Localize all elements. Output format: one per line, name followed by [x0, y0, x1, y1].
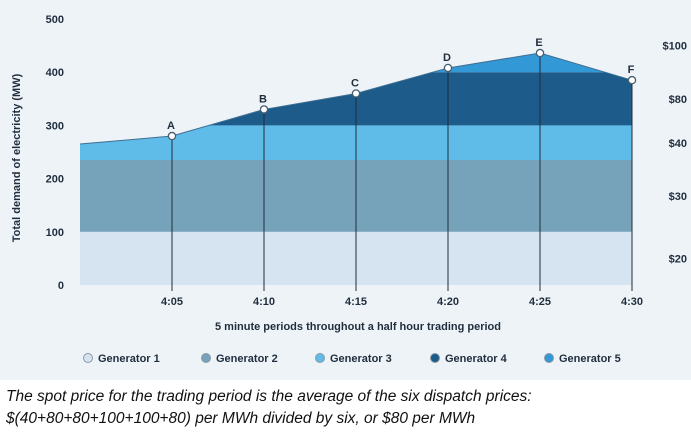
x-tick-405: 4:05 — [161, 296, 183, 308]
dispatch-point-c — [351, 89, 361, 98]
x-tick-425: 4:25 — [529, 296, 551, 308]
dispatch-point-label-e: E — [535, 37, 542, 49]
legend-marker-generator-3 — [315, 353, 325, 363]
x-axis: 4:05 4:10 4:15 4:20 4:25 4:30 — [161, 296, 643, 308]
legend: Generator 1 Generator 2 Generator 3 Generat… — [83, 353, 621, 365]
chart-svg: A B C D E F 0 100 200 300 400 500 4:05 4:10 4:15 4:20… — [11, 14, 687, 365]
dispatch-point-label-a: A — [167, 120, 175, 132]
y-tick-300: 300 — [46, 120, 64, 132]
legend-label-generator-2: Generator 2 — [216, 353, 278, 365]
x-axis-title: 5 minute periods throughout a half hour … — [215, 321, 501, 333]
price-tick-30: $30 — [669, 191, 687, 203]
dispatch-point-f — [627, 75, 637, 85]
legend-label-generator-4: Generator 4 — [445, 353, 508, 365]
caption: The spot price for the trading period is… — [0, 380, 691, 436]
price-tick-20: $20 — [669, 253, 687, 265]
dispatch-point-label-d: D — [443, 52, 451, 64]
band-generator-5 — [80, 53, 632, 73]
y-axis: 0 100 200 300 400 500 — [46, 14, 64, 292]
y-tick-500: 500 — [46, 14, 64, 26]
legend-label-generator-5: Generator 5 — [559, 353, 621, 365]
y-tick-100: 100 — [46, 227, 64, 239]
legend-marker-generator-4 — [430, 353, 440, 363]
dispatch-point-d — [443, 63, 453, 73]
legend-marker-generator-5 — [544, 353, 554, 363]
caption-line-2: $(40+80+80+100+100+80) per MWh divided b… — [6, 410, 476, 427]
y-axis-title: Total demand of electricity (MW) — [11, 73, 23, 242]
dispatch-point-label-b: B — [259, 93, 267, 105]
y-tick-200: 200 — [46, 174, 64, 186]
dispatch-point-b — [259, 105, 269, 114]
x-tick-415: 4:15 — [345, 296, 367, 308]
legend-label-generator-3: Generator 3 — [330, 353, 392, 365]
x-tick-420: 4:20 — [437, 296, 459, 308]
price-axis: $20 $30 $40 $80 $100 — [663, 41, 687, 266]
price-tick-100: $100 — [663, 41, 687, 53]
dispatch-point-label-f: F — [628, 64, 635, 76]
dispatch-point-a — [167, 131, 177, 141]
legend-marker-generator-1 — [83, 353, 93, 363]
x-tick-410: 4:10 — [253, 296, 275, 308]
price-tick-40: $40 — [669, 138, 687, 150]
dispatch-points: A B C D E F — [167, 37, 637, 141]
y-tick-400: 400 — [46, 67, 64, 79]
caption-line-1: The spot price for the trading period is… — [6, 388, 532, 405]
dispatch-point-e — [535, 48, 545, 58]
chart-area: A B C D E F 0 100 200 300 400 500 4:05 4:10 4:15 4:20… — [0, 0, 691, 380]
legend-marker-generator-2 — [201, 353, 211, 363]
price-tick-80: $80 — [669, 94, 687, 106]
y-tick-0: 0 — [58, 280, 64, 292]
x-tick-430: 4:30 — [621, 296, 643, 308]
legend-label-generator-1: Generator 1 — [98, 353, 160, 365]
dispatch-drop-lines — [171, 53, 633, 291]
dispatch-point-label-c: C — [351, 77, 359, 89]
